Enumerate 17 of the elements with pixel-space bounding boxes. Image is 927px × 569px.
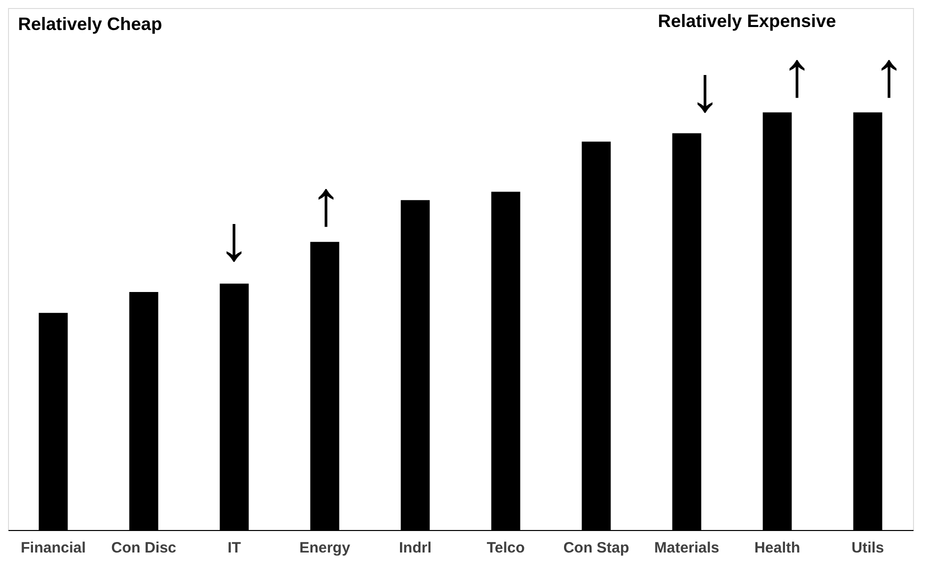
text: ↑ bbox=[873, 38, 905, 110]
x-tick-label: Con Stap bbox=[563, 540, 630, 556]
annotation: ↓ bbox=[218, 202, 250, 274]
x-tick-label: Health bbox=[754, 540, 800, 556]
x-tick-label: Con Disc bbox=[111, 540, 176, 556]
x-tick-label: Financial bbox=[20, 540, 86, 556]
x-tick-label: Materials bbox=[654, 540, 720, 556]
x-tick-label: Telco bbox=[486, 540, 525, 556]
text: Relatively Expensive bbox=[658, 11, 836, 31]
text: Relatively Cheap bbox=[18, 14, 162, 34]
text: ↑ bbox=[781, 38, 813, 110]
x-tick-label: IT bbox=[228, 540, 241, 556]
x-tick-label: Energy bbox=[299, 540, 351, 556]
annotation: ↓ bbox=[689, 53, 721, 125]
x-tick-label: Indrl bbox=[399, 540, 432, 556]
x-tick-label: Utils bbox=[851, 540, 884, 556]
annotation: ↑ bbox=[310, 167, 342, 239]
